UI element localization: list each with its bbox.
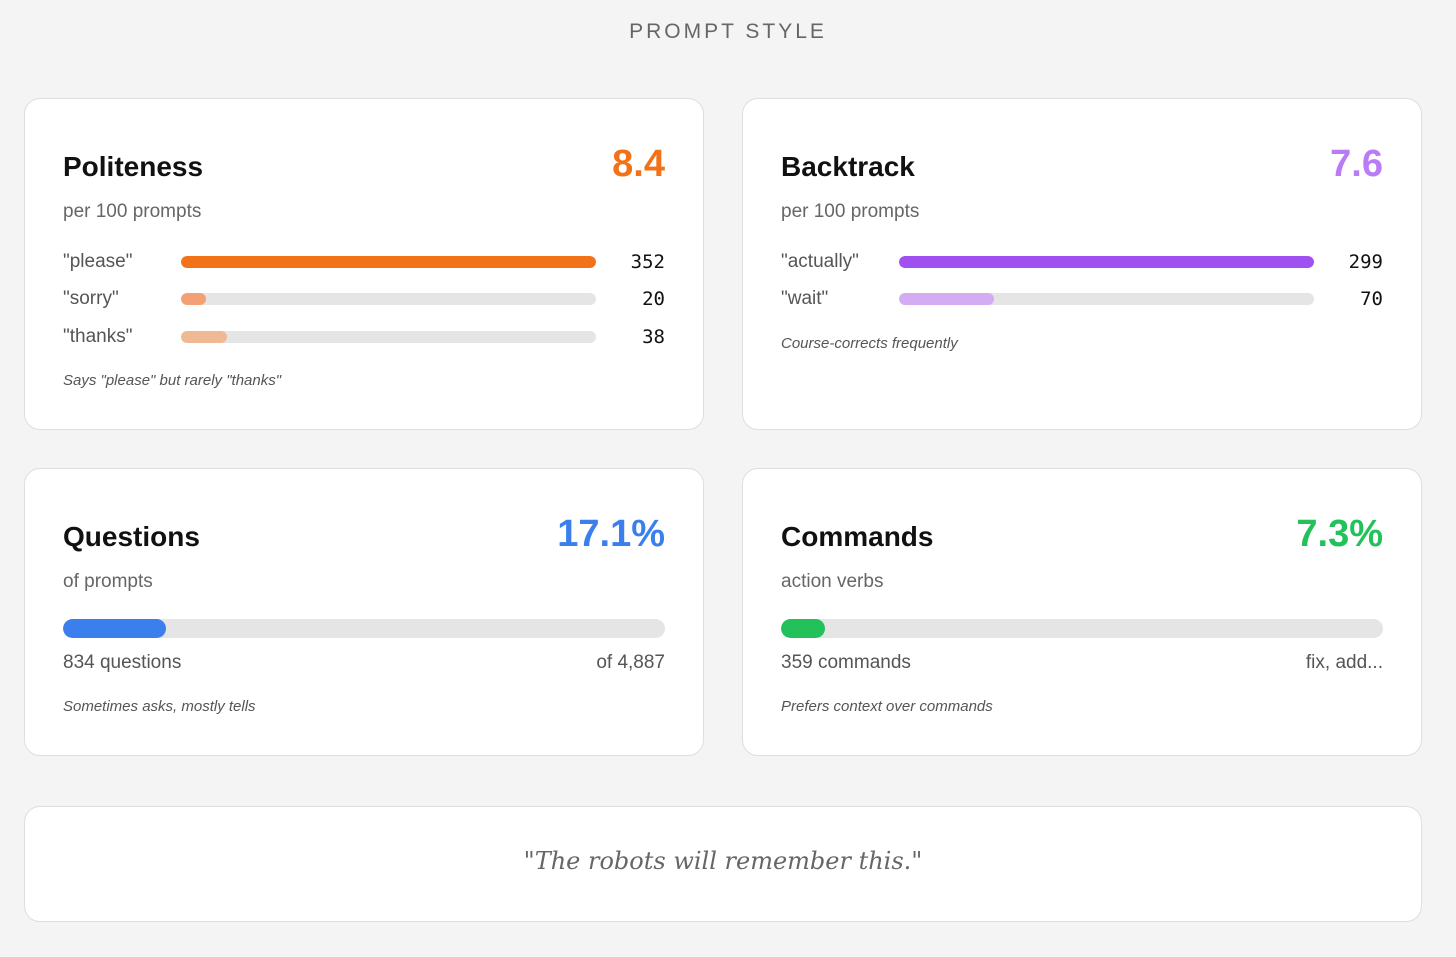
page-title: PROMPT STYLE (629, 20, 827, 43)
commands-meta: 359 commands fix, add... (781, 652, 1383, 674)
politeness-title: Politeness (63, 151, 204, 182)
keyword-bar-fill (899, 256, 1314, 268)
questions-count: 834 questions (63, 652, 182, 673)
keyword-count: 299 (1348, 251, 1383, 273)
keyword-label: "thanks" (63, 326, 133, 347)
questions-progress-track (63, 619, 665, 638)
keyword-bar-fill (181, 293, 206, 305)
commands-progress-track (781, 619, 1383, 638)
keyword-bar-fill (181, 256, 596, 268)
questions-title: Questions (63, 521, 200, 552)
keyword-bar-track (899, 293, 1314, 305)
questions-progress-fill (63, 619, 166, 638)
keyword-bar-track (181, 331, 596, 343)
commands-subtitle: action verbs (781, 571, 884, 592)
questions-header: Questions 17.1% (63, 513, 665, 556)
politeness-note: Says "please" but rarely "thanks" (63, 372, 282, 389)
commands-examples: fix, add... (1305, 652, 1383, 673)
backtrack-title: Backtrack (781, 151, 915, 182)
commands-title: Commands (781, 521, 934, 552)
backtrack-score: 7.6 (1330, 143, 1383, 185)
keyword-row-thanks: "thanks" 38 (63, 324, 665, 350)
keyword-label: "actually" (781, 251, 859, 272)
keyword-label: "wait" (781, 288, 829, 309)
questions-subtitle: of prompts (63, 571, 153, 592)
commands-score: 7.3% (1296, 513, 1383, 555)
questions-card: Questions 17.1% of prompts 834 questions… (24, 468, 704, 756)
keyword-bar-track (181, 256, 596, 268)
commands-progress-fill (781, 619, 825, 638)
quote-text: "The robots will remember this." (523, 847, 923, 875)
politeness-subtitle: per 100 prompts (63, 201, 202, 222)
questions-note: Sometimes asks, mostly tells (63, 698, 256, 715)
keyword-bar-track (899, 256, 1314, 268)
keyword-bar-fill (181, 331, 227, 343)
keyword-label: "please" (63, 251, 133, 272)
keyword-row-sorry: "sorry" 20 (63, 286, 665, 312)
keyword-label: "sorry" (63, 288, 119, 309)
keyword-row-please: "please" 352 (63, 249, 665, 275)
questions-total: of 4,887 (596, 652, 665, 673)
backtrack-subtitle: per 100 prompts (781, 201, 920, 222)
keyword-bar-fill (899, 293, 995, 305)
backtrack-card: Backtrack 7.6 per 100 prompts "actually"… (742, 98, 1422, 430)
questions-meta: 834 questions of 4,887 (63, 652, 665, 674)
quote-card: "The robots will remember this." (24, 806, 1422, 922)
questions-score: 17.1% (557, 513, 665, 555)
keyword-count: 38 (642, 326, 665, 348)
keyword-count: 352 (630, 251, 665, 273)
politeness-card: Politeness 8.4 per 100 prompts "please" … (24, 98, 704, 430)
commands-header: Commands 7.3% (781, 513, 1383, 556)
commands-card: Commands 7.3% action verbs 359 commands … (742, 468, 1422, 756)
politeness-header: Politeness 8.4 (63, 143, 665, 186)
politeness-score: 8.4 (612, 143, 665, 185)
commands-count: 359 commands (781, 652, 911, 673)
backtrack-header: Backtrack 7.6 (781, 143, 1383, 186)
keyword-count: 70 (1360, 288, 1383, 310)
backtrack-note: Course-corrects frequently (781, 335, 958, 352)
keyword-row-wait: "wait" 70 (781, 286, 1383, 312)
keyword-bar-track (181, 293, 596, 305)
keyword-count: 20 (642, 288, 665, 310)
keyword-row-actually: "actually" 299 (781, 249, 1383, 275)
commands-note: Prefers context over commands (781, 698, 993, 715)
